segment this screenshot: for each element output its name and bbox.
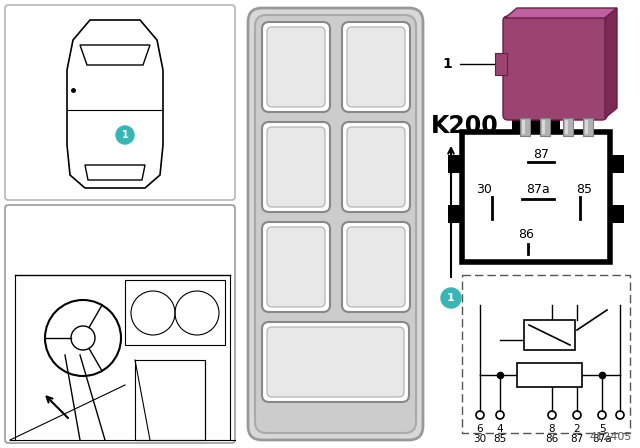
Bar — [125, 280, 225, 345]
Text: K200: K200 — [431, 114, 499, 138]
FancyBboxPatch shape — [267, 227, 325, 307]
Bar — [563, 118, 573, 136]
Bar — [585, 120, 588, 134]
FancyBboxPatch shape — [503, 16, 607, 120]
Bar — [448, 155, 464, 173]
FancyBboxPatch shape — [267, 127, 325, 207]
FancyBboxPatch shape — [347, 227, 405, 307]
Text: 86: 86 — [518, 228, 534, 241]
Text: 8: 8 — [548, 424, 556, 434]
Text: 1: 1 — [122, 130, 129, 140]
Text: 87a: 87a — [592, 434, 612, 444]
FancyBboxPatch shape — [262, 22, 330, 112]
Bar — [517, 363, 582, 387]
Text: 2: 2 — [573, 424, 580, 434]
FancyBboxPatch shape — [5, 5, 235, 200]
FancyBboxPatch shape — [342, 122, 410, 212]
Bar — [512, 118, 560, 134]
Text: 30: 30 — [476, 182, 492, 195]
FancyBboxPatch shape — [342, 222, 410, 312]
Text: 5: 5 — [598, 424, 605, 434]
Bar — [565, 120, 568, 134]
FancyBboxPatch shape — [262, 122, 330, 212]
FancyBboxPatch shape — [342, 22, 410, 112]
FancyBboxPatch shape — [262, 222, 330, 312]
Bar — [462, 275, 630, 433]
Bar — [608, 205, 624, 223]
Bar — [608, 155, 624, 173]
FancyBboxPatch shape — [267, 27, 325, 107]
Text: 87: 87 — [570, 434, 584, 444]
Bar — [583, 118, 593, 136]
Bar — [542, 120, 545, 134]
Text: 85: 85 — [576, 182, 592, 195]
Text: 412405: 412405 — [589, 432, 632, 442]
FancyBboxPatch shape — [255, 15, 416, 433]
Bar — [495, 53, 507, 75]
Text: 6: 6 — [477, 424, 483, 434]
Circle shape — [116, 126, 134, 144]
Bar — [448, 205, 464, 223]
Text: 30: 30 — [474, 434, 486, 444]
Circle shape — [441, 288, 461, 308]
FancyBboxPatch shape — [347, 27, 405, 107]
FancyBboxPatch shape — [347, 127, 405, 207]
Text: 1: 1 — [442, 57, 452, 71]
Text: 87: 87 — [533, 147, 549, 160]
FancyBboxPatch shape — [262, 322, 409, 402]
Bar — [524, 320, 575, 350]
Text: 87a: 87a — [526, 182, 550, 195]
FancyBboxPatch shape — [5, 205, 235, 443]
Bar — [540, 118, 550, 136]
Text: 1: 1 — [447, 293, 455, 303]
FancyBboxPatch shape — [248, 8, 423, 440]
Text: 85: 85 — [493, 434, 507, 444]
Text: 4: 4 — [497, 424, 503, 434]
FancyBboxPatch shape — [267, 327, 404, 397]
Text: 86: 86 — [545, 434, 559, 444]
Bar — [135, 360, 205, 440]
Bar — [520, 118, 530, 136]
Polygon shape — [605, 8, 617, 118]
Bar — [462, 132, 610, 262]
Polygon shape — [505, 8, 617, 18]
Bar — [522, 120, 525, 134]
